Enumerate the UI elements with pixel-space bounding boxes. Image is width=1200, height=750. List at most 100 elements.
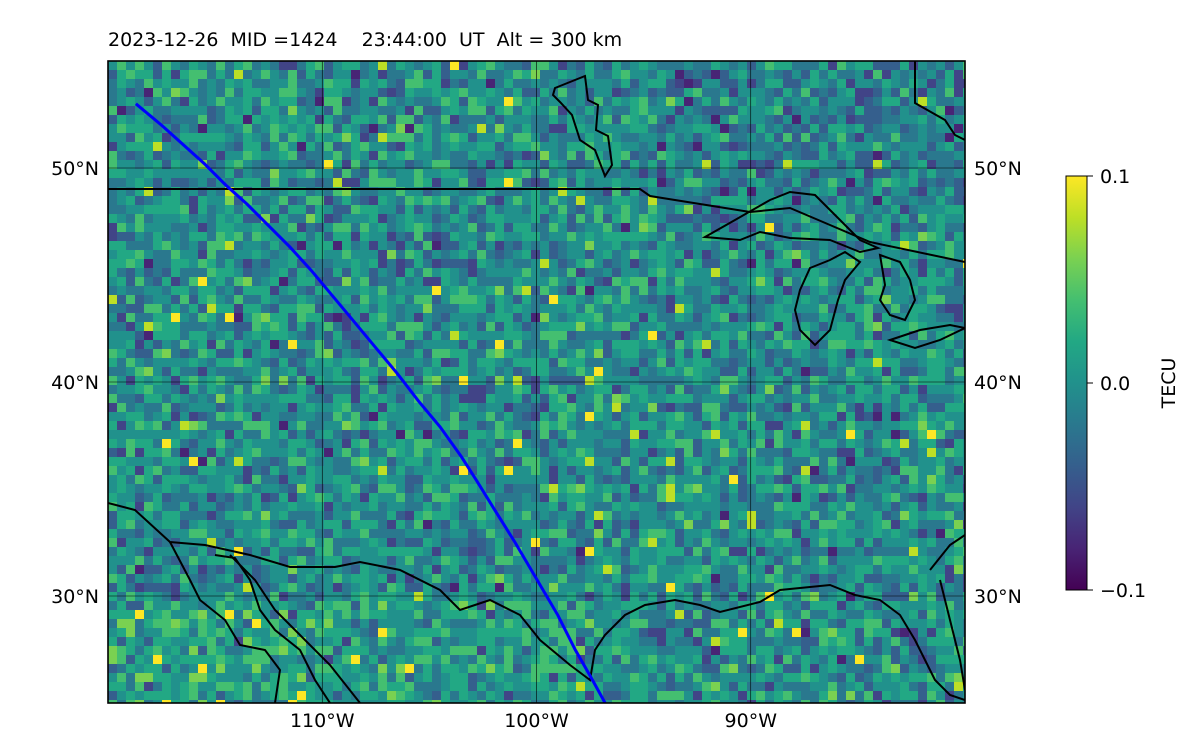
tec-cell bbox=[126, 88, 135, 97]
tec-cell bbox=[207, 511, 216, 520]
tec-cell bbox=[837, 304, 846, 313]
tec-cell bbox=[558, 196, 567, 205]
tec-cell bbox=[648, 448, 657, 457]
tec-cell bbox=[756, 61, 765, 70]
tec-cell bbox=[468, 313, 477, 322]
tec-cell bbox=[441, 340, 450, 349]
tec-cell bbox=[189, 511, 198, 520]
tec-cell bbox=[369, 376, 378, 385]
tec-cell bbox=[369, 97, 378, 106]
tec-cell bbox=[738, 178, 747, 187]
tec-cell bbox=[639, 88, 648, 97]
tec-cell bbox=[711, 331, 720, 340]
tec-cell bbox=[927, 259, 936, 268]
tec-cell bbox=[900, 367, 909, 376]
tec-cell bbox=[837, 151, 846, 160]
tec-cell bbox=[666, 484, 675, 493]
tec-cell bbox=[162, 313, 171, 322]
tec-cell bbox=[585, 277, 594, 286]
tec-cell bbox=[558, 250, 567, 259]
tec-cell bbox=[324, 232, 333, 241]
tec-cell bbox=[810, 70, 819, 79]
tec-cell bbox=[747, 142, 756, 151]
tec-cell bbox=[666, 358, 675, 367]
tec-cell bbox=[108, 142, 117, 151]
tec-cell bbox=[702, 349, 711, 358]
tec-cell bbox=[144, 268, 153, 277]
tec-cell bbox=[153, 484, 162, 493]
tec-cell bbox=[666, 259, 675, 268]
tec-cell bbox=[756, 241, 765, 250]
tec-cell bbox=[315, 286, 324, 295]
tec-cell bbox=[378, 268, 387, 277]
tec-cell bbox=[639, 304, 648, 313]
tec-cell bbox=[693, 151, 702, 160]
tec-cell bbox=[405, 466, 414, 475]
tec-cell bbox=[891, 178, 900, 187]
tec-cell bbox=[963, 421, 965, 430]
tec-cell bbox=[333, 268, 342, 277]
tec-cell bbox=[603, 268, 612, 277]
tec-cell bbox=[495, 313, 504, 322]
tec-cell bbox=[747, 475, 756, 484]
tec-cell bbox=[963, 250, 965, 259]
tec-cell bbox=[864, 232, 873, 241]
tec-cell bbox=[828, 97, 837, 106]
tec-cell bbox=[918, 214, 927, 223]
tec-cell bbox=[513, 493, 522, 502]
tec-cell bbox=[828, 304, 837, 313]
tec-cell bbox=[612, 358, 621, 367]
tec-cell bbox=[306, 115, 315, 124]
tec-cell bbox=[891, 385, 900, 394]
tec-cell bbox=[315, 475, 324, 484]
tec-cell bbox=[351, 277, 360, 286]
tec-cell bbox=[585, 358, 594, 367]
tec-cell bbox=[396, 394, 405, 403]
tec-cell bbox=[216, 349, 225, 358]
tec-cell bbox=[414, 259, 423, 268]
tec-cell bbox=[855, 106, 864, 115]
tec-cell bbox=[648, 421, 657, 430]
tec-cell bbox=[135, 196, 144, 205]
tec-cell bbox=[657, 439, 666, 448]
tec-cell bbox=[225, 187, 234, 196]
tec-cell bbox=[351, 439, 360, 448]
tec-cell bbox=[369, 313, 378, 322]
tec-cell bbox=[819, 223, 828, 232]
tec-cell bbox=[135, 250, 144, 259]
tec-cell bbox=[657, 331, 666, 340]
tec-cell bbox=[243, 169, 252, 178]
tec-cell bbox=[558, 493, 567, 502]
tec-cell bbox=[207, 61, 216, 70]
tec-cell bbox=[783, 475, 792, 484]
tec-cell bbox=[189, 286, 198, 295]
tec-cell bbox=[486, 421, 495, 430]
tec-cell bbox=[585, 385, 594, 394]
tec-cell bbox=[918, 367, 927, 376]
tec-cell bbox=[225, 502, 234, 511]
tec-cell bbox=[261, 358, 270, 367]
tec-cell bbox=[864, 313, 873, 322]
tec-cell bbox=[495, 358, 504, 367]
tec-cell bbox=[279, 187, 288, 196]
tec-cell bbox=[522, 214, 531, 223]
tec-cell bbox=[288, 286, 297, 295]
tec-cell bbox=[675, 484, 684, 493]
tec-cell bbox=[441, 448, 450, 457]
tec-cell bbox=[711, 115, 720, 124]
tec-cell bbox=[270, 232, 279, 241]
tec-cell bbox=[504, 295, 513, 304]
tec-cell bbox=[585, 169, 594, 178]
tec-cell bbox=[270, 367, 279, 376]
tec-cell bbox=[189, 115, 198, 124]
tec-cell bbox=[441, 322, 450, 331]
tec-cell bbox=[810, 403, 819, 412]
tec-cell bbox=[171, 313, 180, 322]
tec-cell bbox=[387, 142, 396, 151]
tec-cell bbox=[657, 349, 666, 358]
tec-cell bbox=[756, 502, 765, 511]
tec-cell bbox=[513, 394, 522, 403]
tec-cell bbox=[234, 394, 243, 403]
tec-cell bbox=[162, 160, 171, 169]
tec-cell bbox=[612, 160, 621, 169]
